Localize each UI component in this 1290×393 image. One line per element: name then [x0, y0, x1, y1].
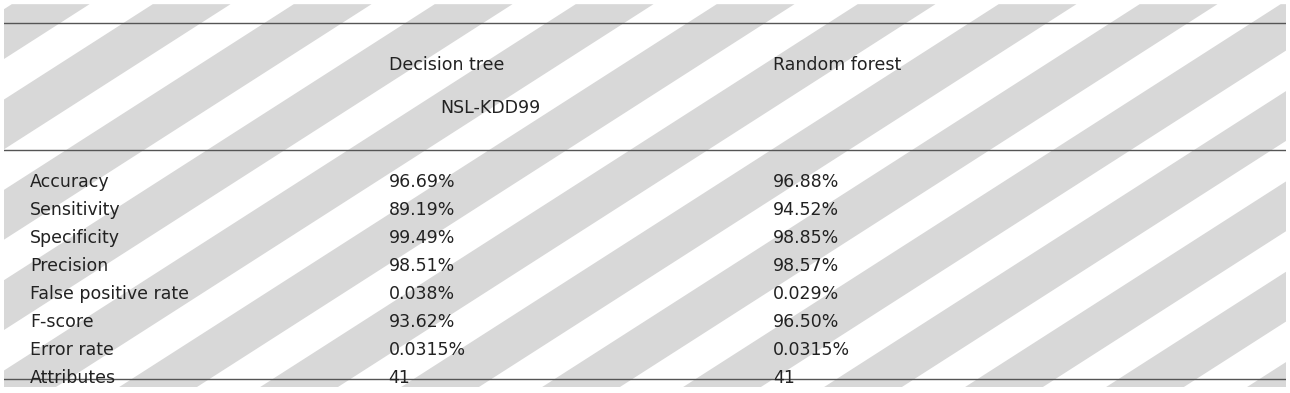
Text: 0.029%: 0.029%: [773, 285, 840, 303]
Polygon shape: [824, 4, 1290, 387]
Text: Precision: Precision: [30, 257, 108, 275]
Text: 41: 41: [388, 369, 410, 387]
Text: 98.57%: 98.57%: [773, 257, 840, 275]
Text: Attributes: Attributes: [30, 369, 116, 387]
Text: 0.0315%: 0.0315%: [388, 341, 466, 359]
Text: Decision tree: Decision tree: [388, 57, 504, 74]
Polygon shape: [682, 4, 1290, 387]
Text: Random forest: Random forest: [773, 57, 902, 74]
Text: F-score: F-score: [30, 313, 93, 331]
Polygon shape: [119, 4, 795, 387]
Text: NSL-KDD99: NSL-KDD99: [440, 99, 541, 117]
Polygon shape: [261, 4, 935, 387]
Text: Specificity: Specificity: [30, 229, 120, 247]
Text: Sensitivity: Sensitivity: [30, 201, 120, 219]
Polygon shape: [401, 4, 1076, 387]
Text: 41: 41: [773, 369, 795, 387]
Text: 94.52%: 94.52%: [773, 201, 840, 219]
Polygon shape: [0, 4, 372, 387]
Polygon shape: [0, 4, 654, 387]
Polygon shape: [1106, 4, 1290, 387]
Text: Error rate: Error rate: [30, 341, 114, 359]
Polygon shape: [1247, 4, 1290, 387]
Text: 96.50%: 96.50%: [773, 313, 840, 331]
Polygon shape: [542, 4, 1218, 387]
Text: 93.62%: 93.62%: [388, 313, 455, 331]
Polygon shape: [0, 4, 89, 387]
Text: False positive rate: False positive rate: [30, 285, 188, 303]
Polygon shape: [0, 4, 512, 387]
Text: 99.49%: 99.49%: [388, 229, 455, 247]
Text: 98.51%: 98.51%: [388, 257, 455, 275]
Text: 96.88%: 96.88%: [773, 173, 840, 191]
Text: 96.69%: 96.69%: [388, 173, 455, 191]
Text: 0.038%: 0.038%: [388, 285, 455, 303]
Text: Accuracy: Accuracy: [30, 173, 110, 191]
Text: 0.0315%: 0.0315%: [773, 341, 850, 359]
Polygon shape: [965, 4, 1290, 387]
Text: 89.19%: 89.19%: [388, 201, 455, 219]
Text: 98.85%: 98.85%: [773, 229, 840, 247]
Polygon shape: [0, 4, 231, 387]
